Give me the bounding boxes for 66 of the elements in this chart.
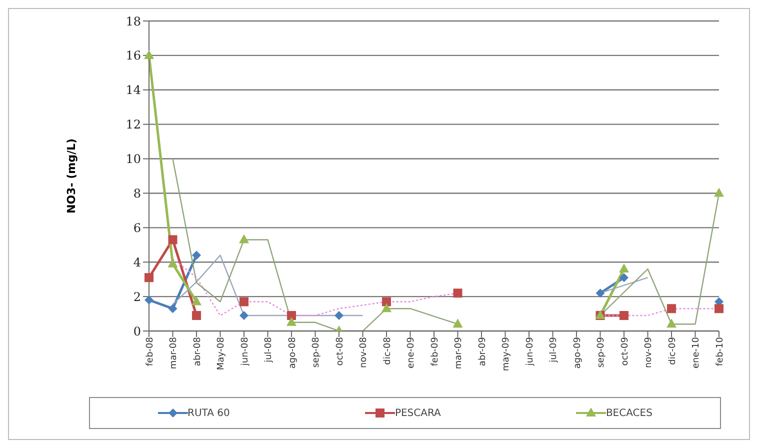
point: [714, 188, 724, 197]
x-tick-label: feb-09: [430, 336, 440, 366]
point: [666, 318, 676, 328]
point: [144, 273, 154, 282]
x-tick-label: dic-09: [668, 336, 678, 365]
point: [168, 235, 178, 244]
y-tick-label: 4: [133, 255, 142, 270]
x-tick-label: jul-09: [549, 336, 560, 364]
y-tick-label: 10: [126, 152, 141, 166]
x-tick-label: oct-09: [620, 336, 630, 366]
y-tick-label: 18: [126, 14, 141, 28]
point: [144, 296, 154, 304]
x-tick-label: abr-09: [478, 336, 488, 366]
point: [239, 234, 249, 244]
point: [168, 304, 178, 314]
point: [240, 297, 248, 306]
point: [453, 288, 462, 298]
x-tick-label: jun-08: [240, 336, 250, 367]
point: [714, 304, 724, 314]
legend-label: RUTA 60: [186, 408, 230, 418]
y-tick-label: 8: [133, 186, 141, 200]
point: [192, 296, 202, 306]
point: [382, 297, 391, 306]
y-tick-label: 2: [133, 290, 141, 304]
y-tick-label: 6: [133, 220, 141, 235]
point: [596, 288, 605, 298]
point: [192, 250, 201, 260]
x-tick-label: nov-08: [359, 336, 370, 368]
point: [620, 311, 628, 320]
x-tick-label: oct-08: [335, 336, 346, 366]
legend-label: PESCARA: [394, 408, 441, 418]
point: [144, 50, 154, 59]
point: [240, 311, 248, 320]
point: [168, 258, 178, 268]
point: [334, 311, 344, 320]
x-tick-label: nov-09: [644, 336, 654, 368]
y-axis-title: NO3- (mg/L): [64, 138, 78, 214]
x-tick-label: May-08: [216, 336, 227, 370]
x-tick-label: ago-09: [572, 336, 583, 369]
y-tick-label: 14: [126, 83, 142, 98]
y-tick-label: 12: [126, 118, 141, 132]
point: [192, 311, 201, 320]
y-tick-label: 0: [133, 324, 141, 338]
x-tick-label: dic-08: [382, 336, 393, 365]
legend-label: BECACES: [604, 408, 652, 418]
point: [287, 311, 296, 320]
x-tick-label: mar-09: [454, 336, 464, 370]
x-tick-label: sep-08: [312, 336, 322, 368]
x-tick-label: may-09: [502, 336, 512, 372]
x-tick-label: ene-09: [406, 336, 417, 368]
point: [286, 316, 296, 326]
x-tick-label: ene-10: [692, 336, 702, 368]
x-tick-label: mar-08: [169, 336, 180, 370]
x-tick-label: abr-08: [192, 336, 203, 366]
x-tick-label: feb-10: [715, 336, 726, 366]
point: [619, 264, 629, 272]
point: [620, 273, 628, 282]
x-tick-label: feb-08: [145, 336, 156, 366]
point: [452, 318, 463, 328]
x-tick-label: ago-08: [288, 336, 298, 369]
point: [667, 304, 676, 314]
point: [382, 303, 392, 312]
y-tick-label: 16: [126, 48, 141, 63]
x-tick-label: jun-09: [525, 336, 536, 367]
x-tick-label: jul-08: [264, 336, 274, 364]
x-tick-label: sep-09: [596, 336, 607, 368]
